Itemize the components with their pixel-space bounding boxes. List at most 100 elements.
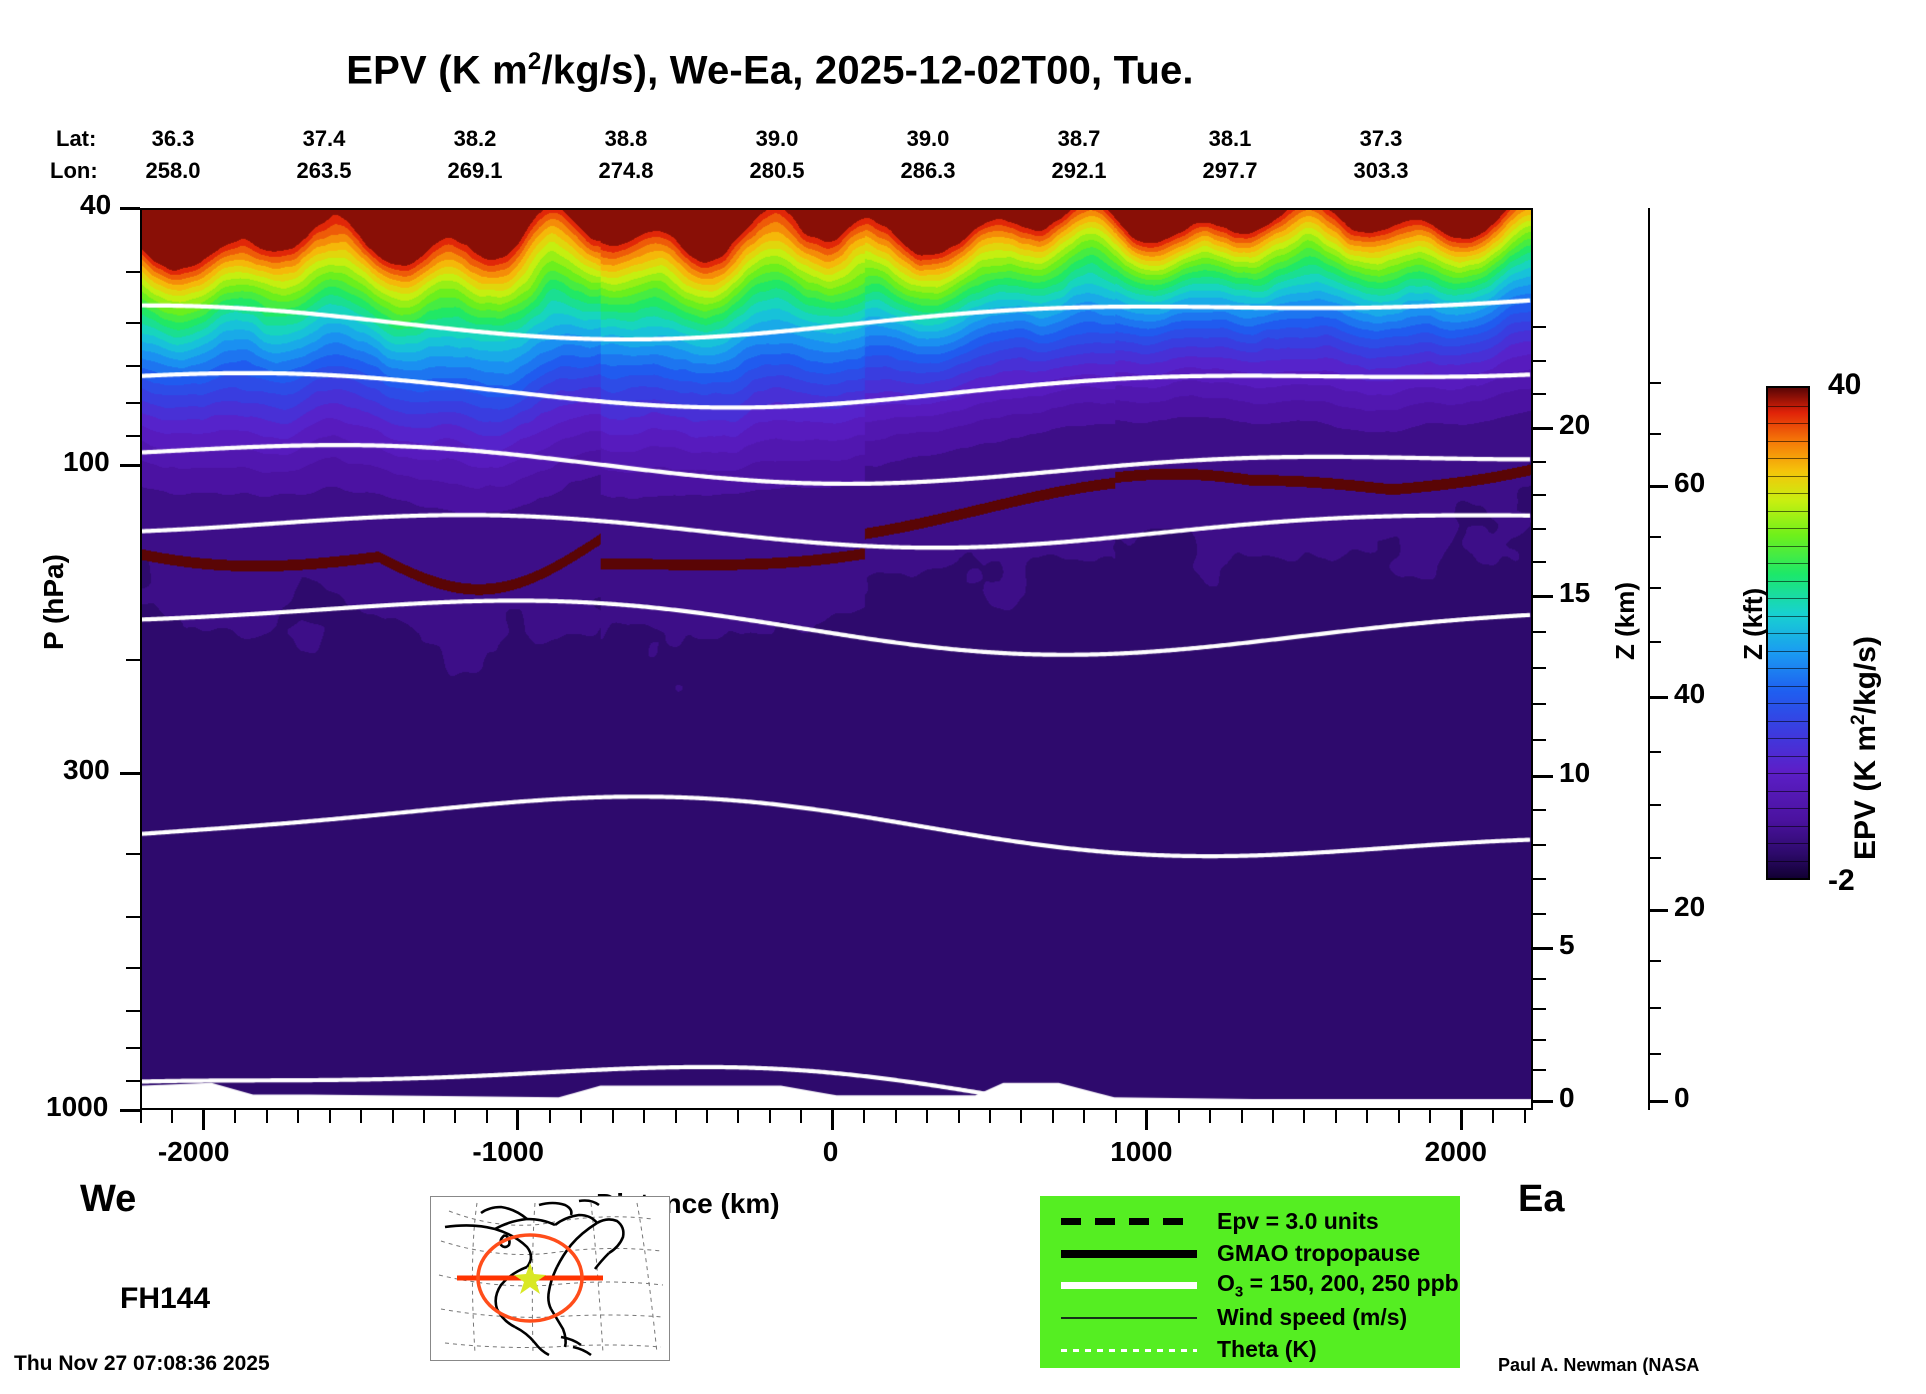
cross-section-plot[interactable] [140, 208, 1533, 1110]
latitude-value-6: 38.7 [1057, 126, 1101, 151]
colorbar-min-label: -2 [1828, 864, 1855, 897]
altitude-kft-minor-tick [1648, 1006, 1661, 1009]
distance-minor-tick [1020, 1110, 1023, 1123]
distance-minor-tick [1240, 1110, 1243, 1123]
altitude-km-minor-tick [1533, 359, 1546, 362]
colorbar[interactable] [1766, 386, 1810, 880]
pressure-tick-label-40: 40 [80, 189, 112, 220]
colorbar-tick [1768, 615, 1808, 617]
colorbar-tick [1768, 773, 1808, 774]
distance-minor-tick [863, 1110, 866, 1123]
longitude-value-5: 286.3 [900, 158, 956, 183]
colorbar-title-superscript: 2 [1848, 714, 1869, 725]
legend[interactable]: Epv = 3.0 units GMAO tropopause O3 = 150, … [1040, 1196, 1460, 1368]
altitude-km-tick-label-5: 5 [1559, 929, 1575, 960]
distance-tick-label-1000: 1000 [1110, 1136, 1173, 1167]
longitude-label: Lon: [50, 158, 98, 183]
altitude-km-tick-label-20: 20 [1559, 409, 1591, 440]
altitude-kft-minor-tick [1648, 641, 1661, 644]
distance-major-tick [1145, 1110, 1149, 1130]
distance-major-tick [1459, 1110, 1463, 1130]
latitude-value-1: 37.4 [302, 126, 346, 151]
legend-label-prefix: O [1217, 1269, 1235, 1296]
pressure-major-tick [120, 207, 140, 210]
pressure-minor-tick [126, 853, 140, 856]
distance-minor-tick [1272, 1110, 1274, 1123]
colorbar-tick [1768, 580, 1808, 582]
legend-item-ozone[interactable]: O3 = 150, 200, 250 ppb [1041, 1269, 1459, 1301]
colorbar-tick [1768, 423, 1808, 424]
legend-item-theta[interactable]: Theta (K) [1041, 1333, 1459, 1365]
distance-minor-tick [674, 1110, 677, 1123]
altitude-km-minor-tick [1533, 843, 1546, 846]
author-credit: Paul A. Newman (NASA [1498, 1355, 1700, 1375]
distance-minor-tick [706, 1110, 708, 1123]
west-endpoint-label: We [80, 1178, 137, 1220]
pressure-minor-tick [126, 270, 140, 273]
colorbar-tick [1768, 825, 1808, 827]
colorbar-tick [1768, 685, 1808, 687]
distance-major-tick [201, 1110, 205, 1130]
distance-minor-tick [1083, 1110, 1086, 1123]
pressure-major-tick [120, 771, 140, 775]
legend-item-wind-speed[interactable]: Wind speed (m/s) [1041, 1301, 1459, 1333]
altitude-km-minor-tick [1533, 809, 1546, 812]
latitude-value-5: 39.0 [906, 126, 950, 151]
altitude-kft-tick-label-0: 0 [1674, 1082, 1690, 1113]
altitude-km-minor-tick [1533, 977, 1546, 980]
legend-line-white-icon [1061, 1282, 1197, 1289]
distance-minor-tick [1114, 1110, 1117, 1123]
altitude-km-tick-label-15: 15 [1559, 577, 1591, 608]
altitude-kft-minor-tick [1648, 586, 1661, 589]
colorbar-tick [1768, 458, 1808, 459]
colorbar-tick [1768, 843, 1808, 844]
longitude-row: Lon: 258.0 263.5 269.1 274.8 280.5 286.3 292.1… [0, 158, 1540, 188]
altitude-kft-axis-spine [1648, 208, 1650, 1110]
altitude-kft-minor-tick [1648, 535, 1661, 538]
altitude-km-minor-tick [1533, 460, 1546, 463]
legend-label-gmao-tropopause: GMAO tropopause [1217, 1239, 1421, 1266]
inset-locator-map[interactable] [430, 1196, 670, 1361]
colorbar-tick [1768, 790, 1808, 792]
altitude-kft-tick-label-60: 60 [1674, 466, 1706, 498]
altitude-km-minor-tick [1533, 739, 1546, 741]
latitude-value-2: 38.2 [453, 126, 497, 151]
distance-minor-tick [737, 1110, 740, 1123]
legend-label-subscript: 3 [1234, 1283, 1244, 1301]
legend-symbol-wind-speed [1055, 1305, 1203, 1329]
distance-minor-tick [926, 1110, 929, 1123]
latitude-value-0: 36.3 [151, 126, 195, 151]
forecast-hour-label: FH144 [120, 1282, 211, 1315]
colorbar-tick [1768, 510, 1808, 512]
colorbar-tick [1768, 703, 1808, 704]
altitude-kft-minor-tick [1648, 433, 1661, 436]
colorbar-tick [1768, 528, 1808, 529]
legend-symbol-ozone [1055, 1273, 1203, 1297]
colorbar-title: EPV (K m2/kg/s) [1848, 636, 1883, 860]
legend-line-dot-icon [1061, 1349, 1197, 1352]
pressure-major-tick [120, 463, 140, 467]
altitude-kft-major-tick [1648, 696, 1668, 700]
pressure-minor-tick [126, 1080, 140, 1083]
pressure-minor-tick [126, 659, 140, 661]
legend-item-epv-dashed[interactable]: Epv = 3.0 units [1041, 1205, 1459, 1237]
colorbar-tick [1768, 738, 1808, 739]
latitude-value-7: 38.1 [1208, 126, 1252, 151]
distance-minor-tick [1334, 1110, 1337, 1123]
altitude-kft-minor-tick [1648, 960, 1661, 963]
legend-symbol-theta [1055, 1337, 1203, 1361]
latitude-row: Lat: 36.3 37.4 38.2 38.8 39.0 39.0 38.7 38.1 37.… [0, 126, 1540, 156]
distance-tick-label-0: 0 [822, 1136, 839, 1167]
altitude-km-major-tick [1533, 595, 1553, 598]
distance-minor-tick [423, 1110, 425, 1123]
distance-minor-tick [1051, 1110, 1054, 1123]
distance-major-tick [516, 1110, 520, 1130]
distance-tick-label-2000: 2000 [1424, 1136, 1487, 1167]
altitude-km-minor-tick [1533, 1008, 1546, 1011]
east-endpoint-label: Ea [1518, 1178, 1565, 1220]
generation-timestamp: Thu Nov 27 07:08:36 2025 [14, 1352, 270, 1375]
distance-minor-tick [580, 1110, 583, 1123]
latitude-value-4: 39.0 [755, 126, 799, 151]
legend-item-gmao-tropopause[interactable]: GMAO tropopause [1041, 1237, 1459, 1269]
